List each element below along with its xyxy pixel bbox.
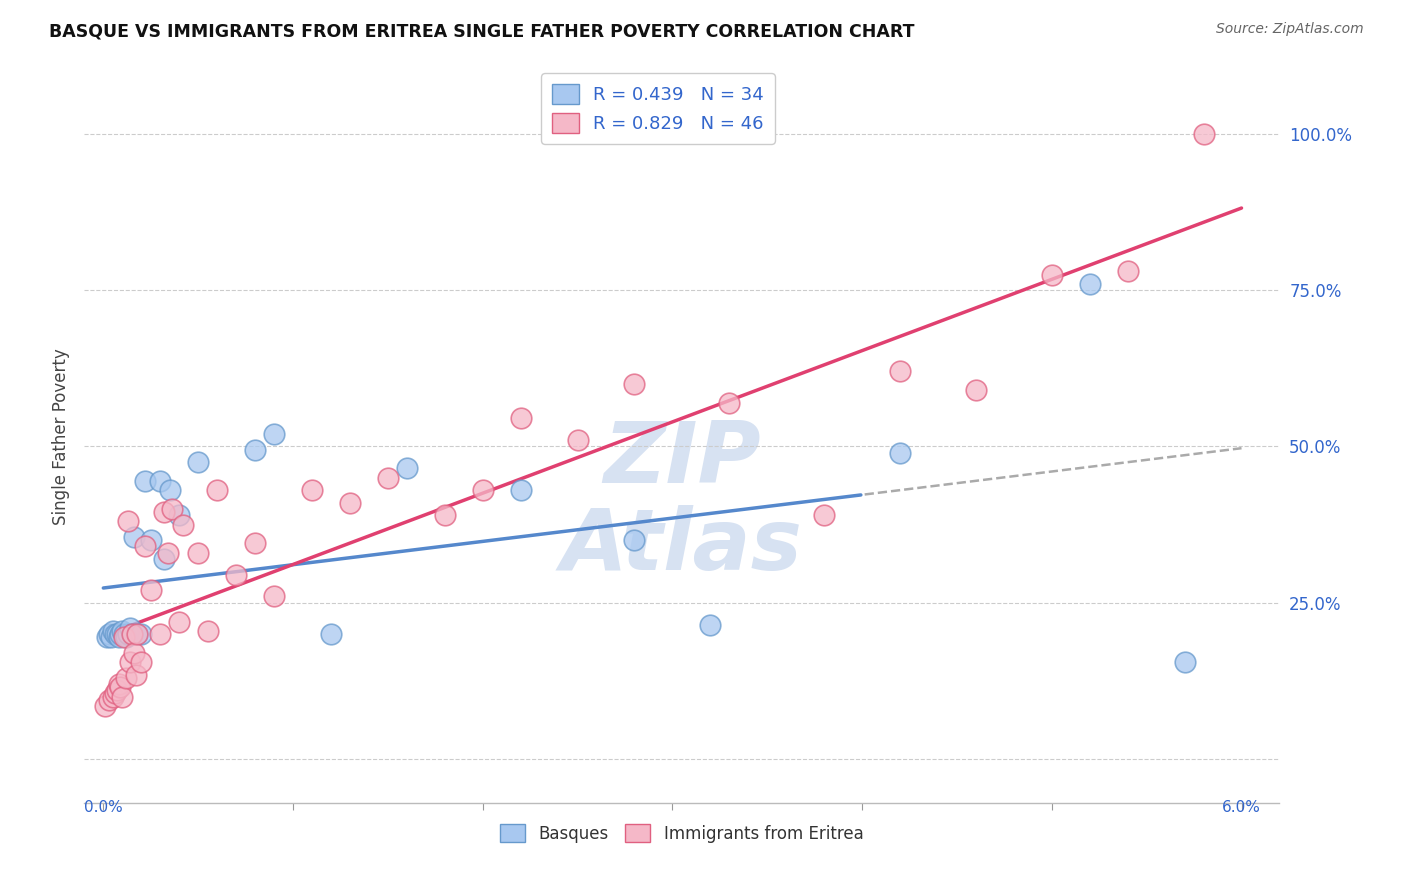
Text: ZIP: ZIP — [603, 417, 761, 500]
Point — [319, 627, 342, 641]
Point — [149, 474, 172, 488]
Point — [153, 505, 176, 519]
Point — [197, 624, 219, 638]
Point — [117, 515, 139, 529]
Point — [718, 395, 741, 409]
Point — [623, 376, 645, 391]
Point — [118, 655, 141, 669]
Point — [243, 442, 266, 457]
Point — [377, 471, 399, 485]
Point — [111, 624, 134, 638]
Point — [156, 546, 179, 560]
Point — [965, 383, 987, 397]
Point — [139, 533, 162, 548]
Point — [115, 630, 138, 644]
Point — [118, 621, 141, 635]
Point — [1040, 268, 1063, 282]
Point — [107, 630, 129, 644]
Point — [187, 455, 209, 469]
Point — [98, 627, 121, 641]
Point — [623, 533, 645, 548]
Point — [101, 690, 124, 704]
Text: BASQUE VS IMMIGRANTS FROM ERITREA SINGLE FATHER POVERTY CORRELATION CHART: BASQUE VS IMMIGRANTS FROM ERITREA SINGLE… — [49, 22, 915, 40]
Point — [122, 530, 145, 544]
Point — [105, 627, 128, 641]
Point — [1174, 655, 1197, 669]
Point — [339, 496, 361, 510]
Point — [471, 483, 494, 498]
Point — [149, 627, 172, 641]
Text: 6.0%: 6.0% — [1222, 799, 1261, 814]
Point — [699, 617, 721, 632]
Point — [134, 474, 156, 488]
Point — [98, 692, 121, 706]
Point — [129, 655, 152, 669]
Point — [1078, 277, 1101, 291]
Point — [104, 686, 127, 700]
Point — [94, 698, 117, 713]
Point — [121, 627, 143, 641]
Point — [124, 667, 146, 681]
Point — [172, 517, 194, 532]
Point — [134, 540, 156, 554]
Text: Source: ZipAtlas.com: Source: ZipAtlas.com — [1216, 22, 1364, 37]
Point — [1116, 264, 1139, 278]
Point — [205, 483, 228, 498]
Point — [112, 627, 135, 641]
Point — [129, 627, 152, 641]
Point — [139, 583, 162, 598]
Point — [96, 630, 118, 644]
Text: Atlas: Atlas — [561, 505, 803, 589]
Point — [225, 567, 247, 582]
Point — [127, 627, 149, 641]
Point — [153, 552, 176, 566]
Point — [889, 446, 911, 460]
Point — [1192, 127, 1215, 141]
Point — [889, 364, 911, 378]
Point — [301, 483, 323, 498]
Point — [567, 434, 589, 448]
Point — [104, 627, 127, 641]
Point — [105, 683, 128, 698]
Point — [509, 411, 531, 425]
Point — [100, 630, 122, 644]
Point — [243, 536, 266, 550]
Point — [121, 627, 143, 641]
Point — [112, 630, 135, 644]
Point — [167, 508, 190, 523]
Point — [101, 624, 124, 638]
Legend: Basques, Immigrants from Eritrea: Basques, Immigrants from Eritrea — [494, 818, 870, 849]
Text: 0.0%: 0.0% — [84, 799, 122, 814]
Point — [813, 508, 835, 523]
Point — [159, 483, 181, 498]
Point — [117, 627, 139, 641]
Point — [263, 426, 285, 441]
Point — [167, 615, 190, 629]
Point — [160, 502, 183, 516]
Y-axis label: Single Father Poverty: Single Father Poverty — [52, 349, 70, 525]
Point — [433, 508, 456, 523]
Point — [107, 677, 129, 691]
Point — [111, 690, 134, 704]
Point — [263, 590, 285, 604]
Point — [509, 483, 531, 498]
Point — [115, 671, 138, 685]
Point — [127, 627, 149, 641]
Point — [187, 546, 209, 560]
Point — [110, 680, 132, 694]
Point — [110, 627, 132, 641]
Point — [122, 646, 145, 660]
Point — [395, 461, 418, 475]
